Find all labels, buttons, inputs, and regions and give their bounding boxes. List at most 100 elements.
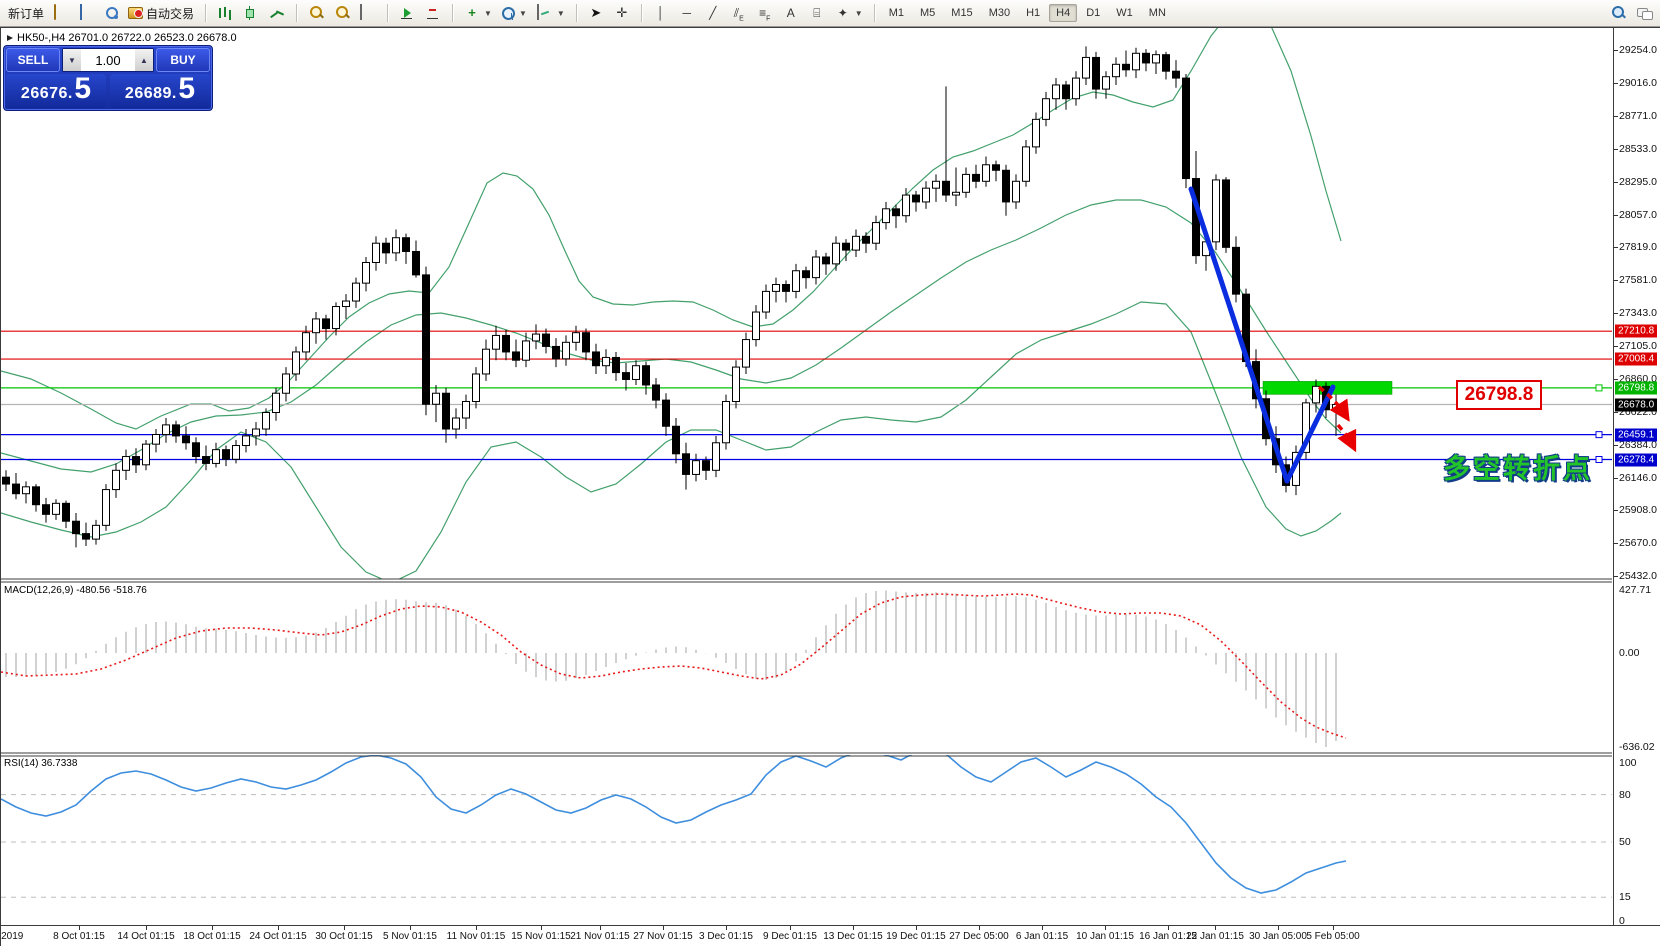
- red-arrow: [1336, 423, 1357, 453]
- main-toolbar: 新订单 自动交易 + ▼ ▼: [0, 0, 1660, 27]
- zoom-in-button[interactable]: [303, 1, 329, 25]
- new-order-label: 新订单: [8, 6, 45, 21]
- tf-W1[interactable]: W1: [1116, 7, 1133, 19]
- vertical-line-icon: │: [657, 6, 665, 20]
- new-order-button[interactable]: 新订单: [3, 1, 49, 25]
- symbol-ohlc-line: HK50-,H4 26701.0 26722.0 26523.0 26678.0: [7, 32, 237, 44]
- buy-price-main: 26689: [124, 85, 172, 102]
- horizontal-line-button[interactable]: ─: [674, 1, 700, 25]
- price-tick-label: 26146.0: [1619, 471, 1657, 484]
- time-tick: [790, 926, 791, 930]
- candlestick-chart-icon: [243, 5, 259, 21]
- tile-windows-button[interactable]: [355, 1, 381, 25]
- chevron-down-icon: ▼: [854, 8, 863, 18]
- time-tick-label: 13 Dec 01:15: [823, 931, 883, 942]
- tf-M5[interactable]: M5: [920, 7, 936, 19]
- trend-line: [1284, 384, 1336, 484]
- fibonacci-icon: ≡F: [759, 6, 771, 23]
- arrows-button[interactable]: ✦ ▼: [830, 1, 868, 25]
- search-button[interactable]: [1605, 1, 1631, 25]
- rsi-scale-label: 50: [1619, 836, 1631, 848]
- volume-up-button[interactable]: ▲: [135, 49, 153, 71]
- crosshair-button[interactable]: ✛: [609, 1, 635, 25]
- rsi-scale-label: 80: [1619, 788, 1631, 801]
- cn-annotation-text[interactable]: 多空转折点: [1443, 454, 1593, 484]
- time-tick-label: 6 Jan 01:15: [1015, 931, 1069, 942]
- templates-button[interactable]: ▼: [532, 1, 570, 25]
- chat-button[interactable]: [1631, 1, 1657, 25]
- signal-button[interactable]: [101, 1, 123, 25]
- price-tick-label: 27581.0: [1619, 274, 1657, 287]
- time-tick: [1168, 926, 1169, 930]
- chart-window: 29254.0 29016.0 28771.0 28533.0 28295.0 28057…: [0, 27, 1660, 946]
- trendline-button[interactable]: ╱: [700, 1, 726, 25]
- trendline-icon: ╱: [709, 6, 717, 20]
- price-tick-dash: [1614, 477, 1618, 479]
- arrows-icon: ✦: [837, 6, 848, 20]
- text-button[interactable]: A: [778, 1, 804, 25]
- tf-M15[interactable]: M15: [951, 7, 973, 19]
- price-badge: 27008.4: [1615, 352, 1658, 366]
- chart-canvas: [1, 28, 1612, 898]
- quick-trade-toggle-icon[interactable]: [7, 35, 13, 41]
- bars-chart-button[interactable]: [212, 1, 238, 25]
- label-button[interactable]: ⌸: [804, 1, 830, 25]
- time-tick-label: 21 Nov 01:15: [570, 931, 630, 942]
- tf-M30[interactable]: M30: [988, 7, 1011, 19]
- price-badge: 26678.0: [1615, 398, 1658, 412]
- macd-label: MACD(12,26,9) -480.56 -518.76: [4, 585, 147, 596]
- buy-price-frac: 5: [178, 72, 196, 105]
- price-tick-label: 26384.0: [1619, 438, 1657, 451]
- time-tick: [663, 926, 664, 930]
- auto-scroll-icon: [399, 5, 415, 21]
- timeframe-group: M1 M5 M15 M30 H1 H4 D1 W1 MN: [878, 1, 1177, 25]
- tf-H4[interactable]: H4: [1049, 4, 1078, 22]
- volume-stepper: ▼ 1.00 ▲: [62, 48, 154, 72]
- time-tick-label: 18 Oct 01:15: [183, 931, 241, 942]
- vertical-line-button[interactable]: │: [648, 1, 674, 25]
- time-axis[interactable]: 30 Sep 2019 8 Oct 01:15 14 Oct 01:15 18 Oct…: [0, 925, 1660, 946]
- periods-button[interactable]: ▼: [497, 1, 532, 25]
- fibonacci-button[interactable]: ≡F: [752, 1, 778, 25]
- charts-window-button[interactable]: [75, 1, 101, 25]
- time-tick: [916, 926, 917, 930]
- channel-button[interactable]: ⫽E: [726, 1, 752, 25]
- sell-price[interactable]: 26676 . 5: [6, 74, 106, 108]
- cursor-button[interactable]: ➤: [583, 1, 609, 25]
- chart-shift-button[interactable]: [420, 1, 446, 25]
- time-tick: [278, 926, 279, 930]
- price-tick-dash: [1614, 116, 1618, 118]
- volume-down-button[interactable]: ▼: [63, 49, 81, 71]
- price-axis[interactable]: 29254.0 29016.0 28771.0 28533.0 28295.0 28057…: [1613, 28, 1660, 927]
- buy-price[interactable]: 26689 . 5: [110, 74, 210, 108]
- sell-price-frac: 5: [74, 72, 92, 105]
- buy-button[interactable]: BUY: [156, 48, 210, 72]
- tf-D1[interactable]: D1: [1086, 7, 1101, 19]
- tf-H1[interactable]: H1: [1026, 7, 1041, 19]
- line-chart-button[interactable]: [264, 1, 290, 25]
- candlestick-chart-button[interactable]: [238, 1, 264, 25]
- volume-value[interactable]: 1.00: [95, 52, 121, 68]
- tf-M1[interactable]: M1: [888, 7, 904, 19]
- time-tick-label: 27 Dec 05:00: [949, 931, 1009, 942]
- crosshair-icon: ✛: [616, 5, 628, 20]
- price-callout-box[interactable]: 26798.8: [1456, 380, 1542, 410]
- indicators-button[interactable]: + ▼: [459, 1, 497, 25]
- time-tick: [853, 926, 854, 930]
- search-icon: [1610, 5, 1626, 21]
- price-tick-label: 27343.0: [1619, 307, 1657, 319]
- zoom-out-button[interactable]: [329, 1, 355, 25]
- autotrade-button[interactable]: 自动交易: [123, 1, 199, 25]
- sell-button[interactable]: SELL: [6, 48, 60, 72]
- time-tick-label: 14 Oct 01:15: [117, 931, 175, 942]
- package-button[interactable]: [49, 1, 75, 25]
- chevron-down-icon: ▼: [556, 8, 565, 18]
- trend-line: [1188, 186, 1290, 484]
- chart-plot-area[interactable]: [1, 28, 1612, 925]
- price-tick-dash: [1614, 412, 1618, 414]
- time-tick-label: 11 Nov 01:15: [446, 931, 506, 942]
- auto-scroll-button[interactable]: [394, 1, 420, 25]
- buy-price-dot: .: [171, 85, 177, 102]
- time-tick-label: 19 Dec 01:15: [886, 931, 946, 942]
- tf-MN[interactable]: MN: [1148, 7, 1166, 19]
